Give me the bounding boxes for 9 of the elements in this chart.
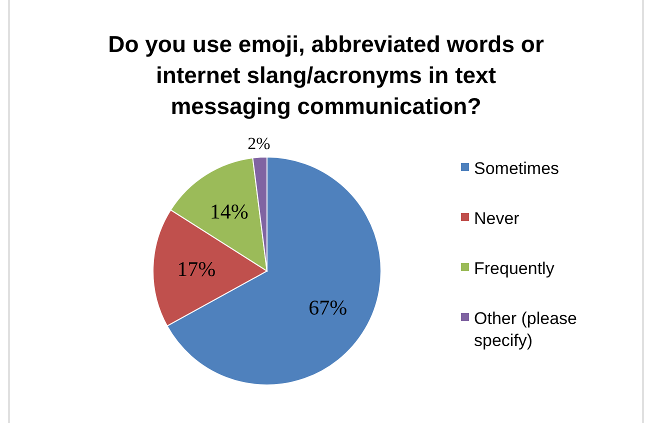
legend-label: Sometimes	[474, 159, 560, 178]
legend-label: Never	[474, 209, 520, 228]
data-label: 14%	[210, 200, 248, 224]
data-label: 17%	[177, 257, 216, 282]
legend-label: Other (please specify)	[474, 309, 577, 350]
data-label: 67%	[308, 295, 348, 320]
data-label: 2%	[248, 134, 270, 154]
legend-label: Frequently	[474, 259, 555, 278]
chart-title: Do you use emoji, abbreviated words or internet slang/acronyms in text messaging communication?	[108, 31, 544, 119]
